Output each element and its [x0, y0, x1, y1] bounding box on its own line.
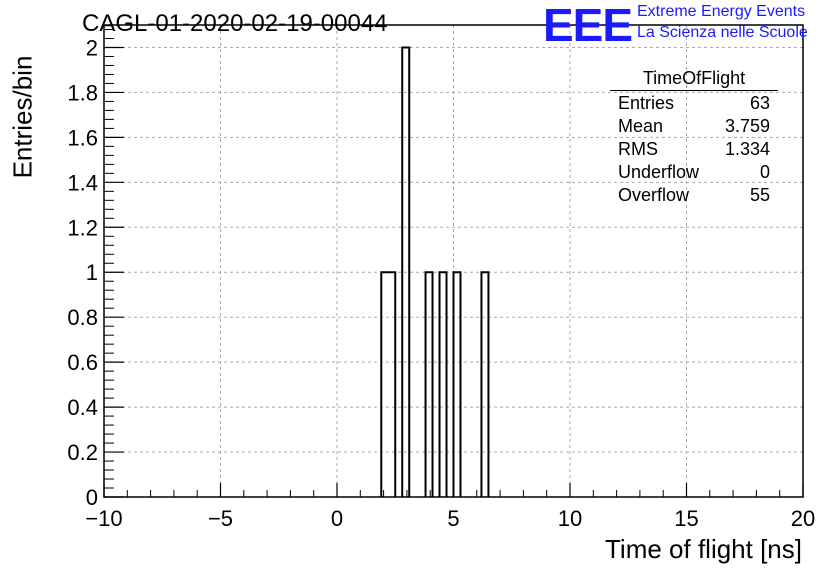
logo-line-1: Extreme Energy Events: [637, 3, 806, 20]
stats-label: Overflow: [618, 185, 690, 205]
y-tick-label: 2: [86, 35, 98, 60]
eee-logo: EEE: [543, 0, 633, 51]
chart-title: CAGL-01-2020-02-19-00044: [82, 10, 388, 37]
histogram-bin: [424, 271, 434, 497]
y-tick-label: 0.6: [67, 350, 98, 375]
stats-label: Entries: [618, 93, 675, 113]
histogram-bin: [401, 46, 411, 497]
stats-row-entries: Entries 63: [610, 93, 778, 116]
y-tick-label: 1.8: [67, 80, 98, 105]
x-tick-label: −10: [85, 506, 122, 531]
x-axis-label: Time of flight [ns]: [605, 534, 802, 564]
logo-line-2: La Scienza nelle Scuole: [637, 24, 808, 41]
y-tick-label: 0.2: [67, 440, 98, 465]
stats-value: 63: [749, 93, 770, 113]
x-tick-label: 20: [791, 506, 815, 531]
stats-value: 3.759: [724, 116, 770, 136]
y-tick-label: 1: [86, 260, 98, 285]
y-tick-label: 0.8: [67, 305, 98, 330]
histogram-bin: [438, 271, 448, 497]
stats-box: TimeOfFlight Entries 63 Mean 3.759 RMS 1…: [610, 68, 778, 208]
axis-ticks: [103, 28, 804, 498]
stats-value: 1.334: [724, 139, 770, 159]
stats-label: Underflow: [618, 162, 700, 182]
stats-value: 55: [749, 185, 770, 205]
histogram-bars: [380, 46, 490, 497]
stats-row-overflow: Overflow 55: [610, 185, 778, 208]
x-tick-label: 0: [331, 506, 343, 531]
stats-value: 0: [759, 162, 770, 182]
y-tick-label: 1.4: [67, 170, 98, 195]
grid-lines: [104, 25, 803, 497]
y-tick-label: 1.6: [67, 125, 98, 150]
x-tick-label: −5: [208, 506, 233, 531]
stats-label: RMS: [618, 139, 658, 159]
stats-row-underflow: Underflow 0: [610, 162, 778, 185]
histogram-bin: [452, 271, 462, 497]
y-tick-label: 0.4: [67, 395, 98, 420]
stats-title: TimeOfFlight: [610, 68, 778, 91]
tick-labels: −10 −5 0 5 10 15 20 0 0.2 0.4 0.6 0.8 1 1.2 1.4 1.6 1.8 2: [67, 35, 815, 531]
x-tick-label: 15: [674, 506, 698, 531]
y-tick-label: 1.2: [67, 215, 98, 240]
x-tick-label: 5: [447, 506, 459, 531]
histogram-bin: [380, 271, 397, 497]
stats-label: Mean: [618, 116, 664, 136]
histogram-bin: [480, 271, 490, 497]
stats-row-mean: Mean 3.759: [610, 116, 778, 139]
x-tick-label: 10: [558, 506, 582, 531]
y-axis-label: Entries/bin: [7, 55, 38, 179]
y-axis-label-box: Entries/bin: [8, 52, 38, 182]
y-tick-label: 0: [86, 485, 98, 510]
stats-row-rms: RMS 1.334: [610, 139, 778, 162]
